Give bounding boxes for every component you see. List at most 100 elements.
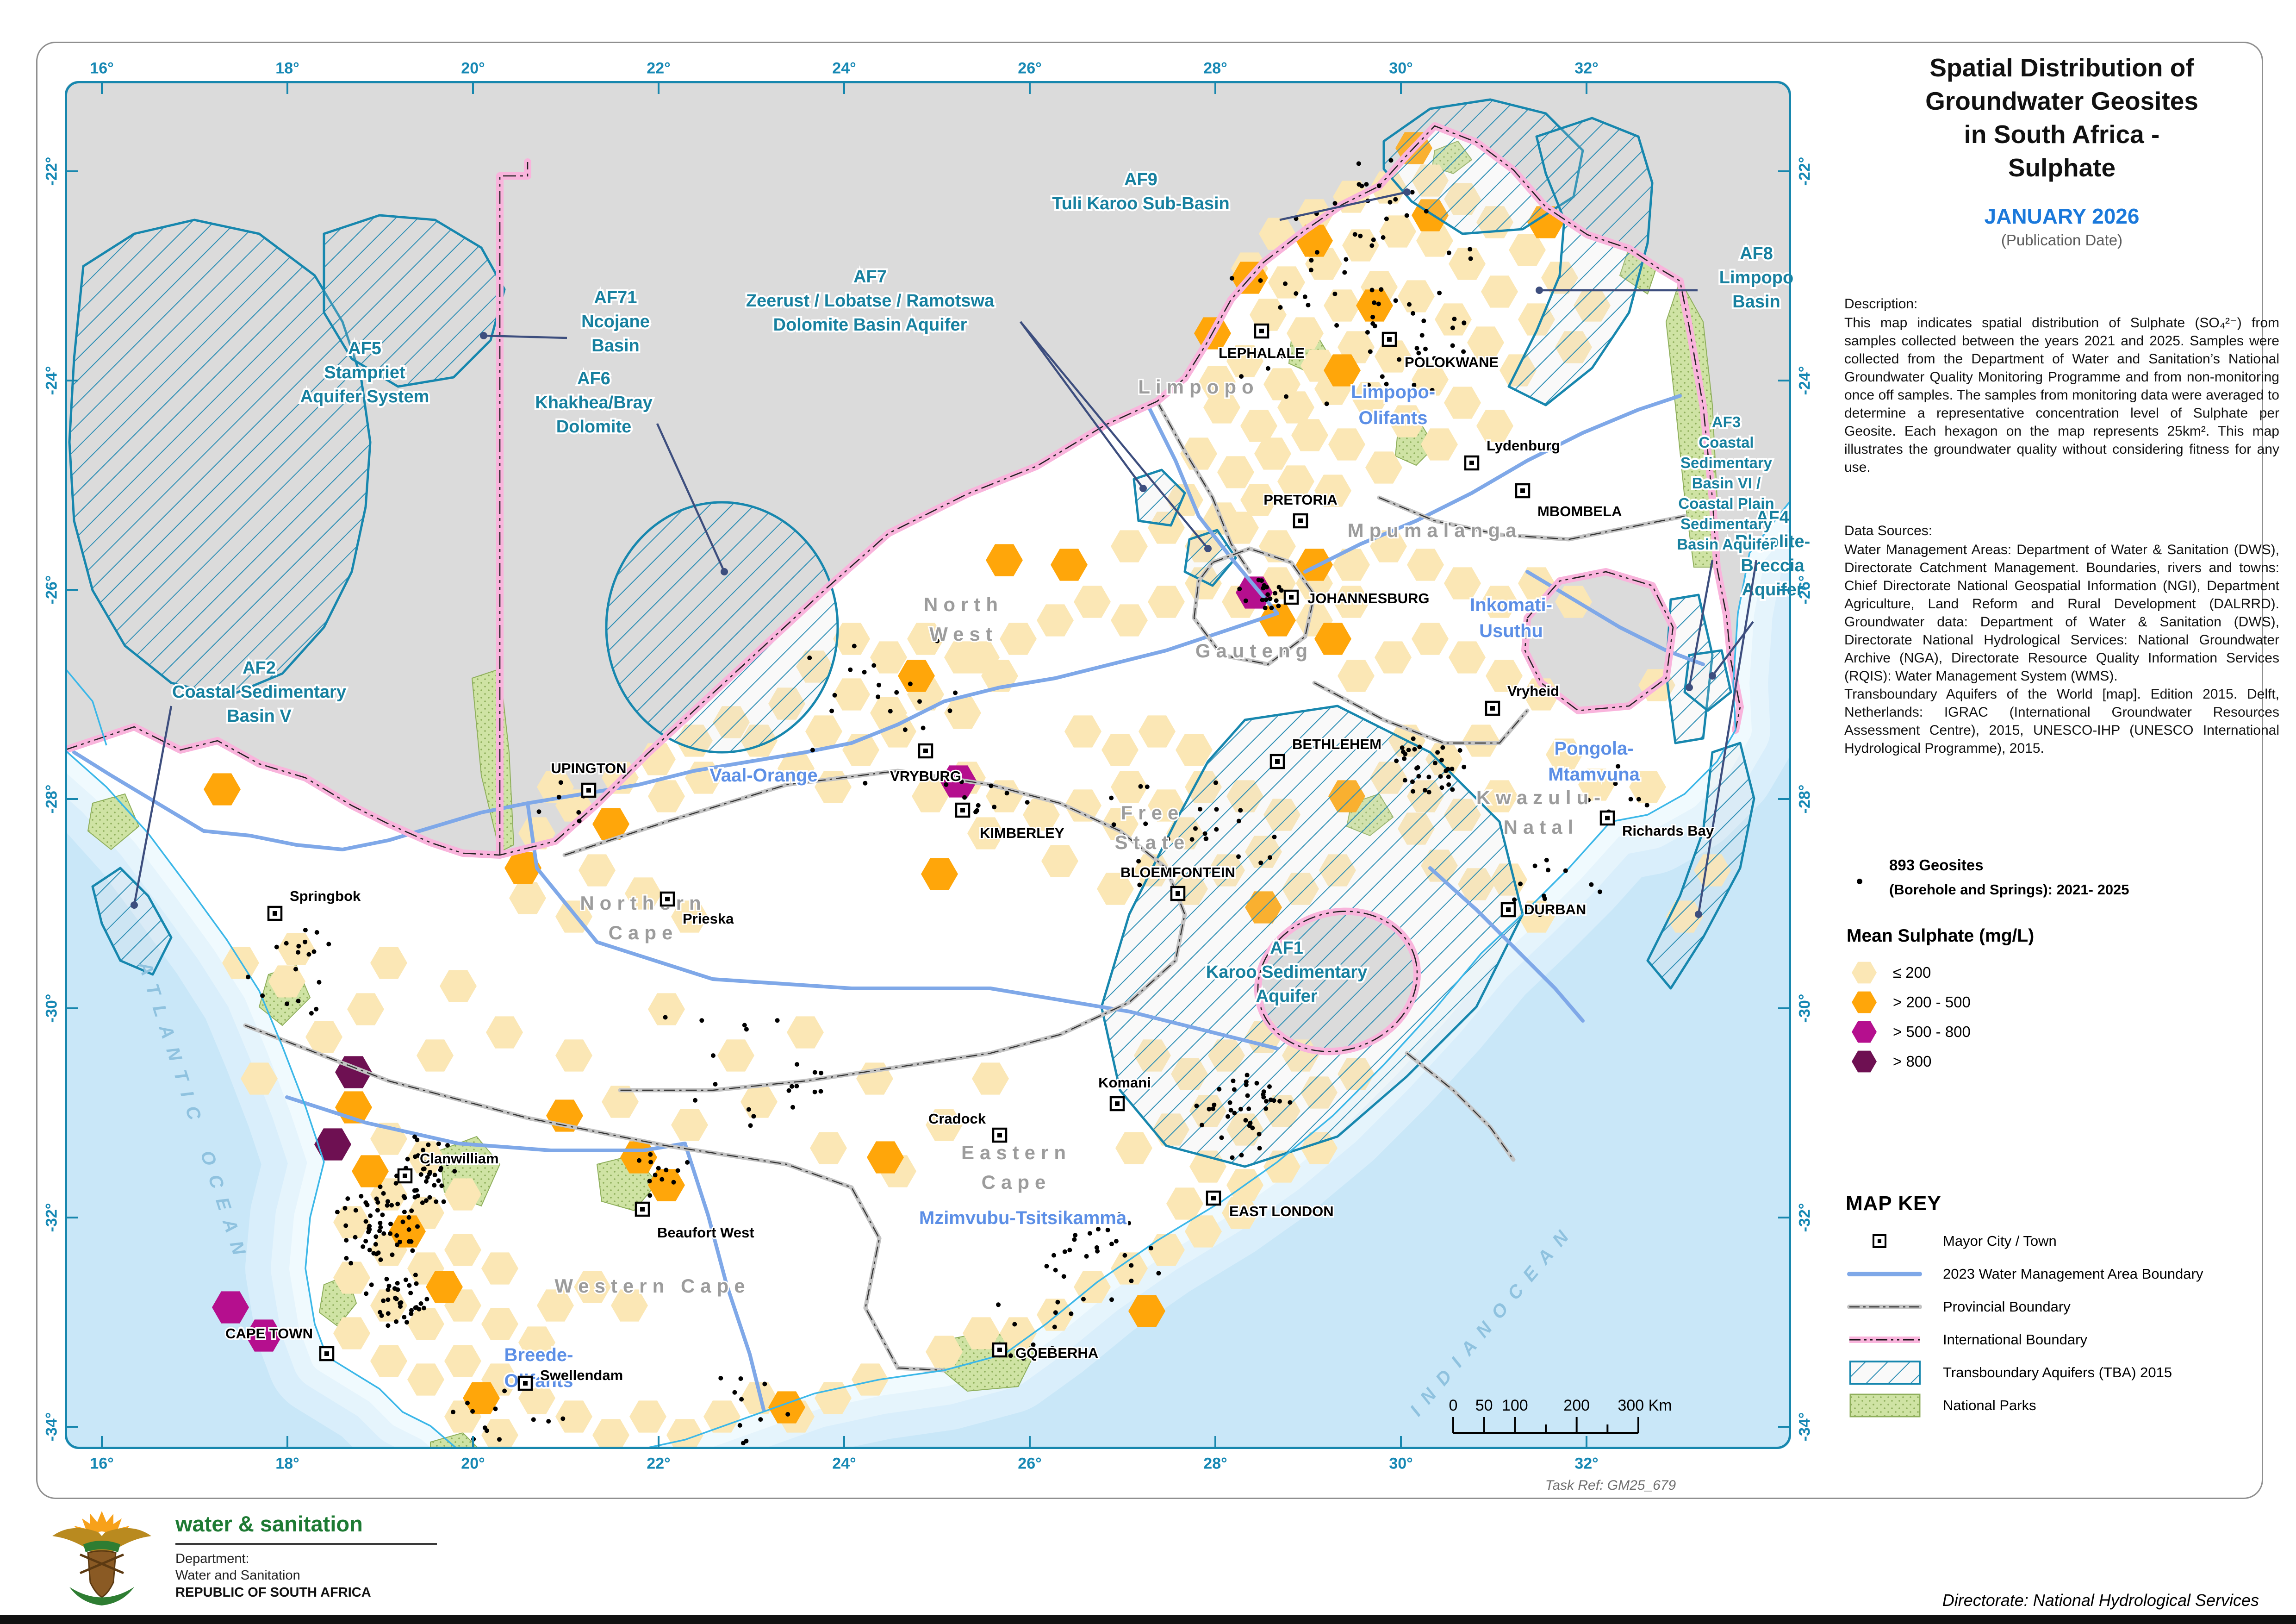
lon-label-bottom: 16° <box>90 1455 114 1473</box>
geosite-dot <box>381 1298 386 1303</box>
sulphate-hexagon-yellow <box>1375 641 1412 674</box>
tba-af2 <box>91 867 173 976</box>
geosite-dot <box>819 1070 823 1075</box>
geosite-dot <box>414 1281 419 1286</box>
geosite-dot <box>829 708 834 713</box>
geosite-dot <box>1468 256 1473 261</box>
sulphate-hexagon-orange <box>1356 289 1393 322</box>
city-marker-dot <box>1298 518 1303 523</box>
geosite-dot <box>445 1161 450 1166</box>
aquifer-label-af1: Aquifer <box>1256 987 1318 1006</box>
geosite-dot <box>1532 863 1537 868</box>
geosite-dot <box>364 1291 369 1296</box>
data-sources-body: Water Management Areas: Department of Wa… <box>1844 542 2279 756</box>
map-key-label: International Boundary <box>1943 1331 2087 1348</box>
geosite-dot <box>1394 758 1399 763</box>
city-label: Clanwilliam <box>420 1150 499 1167</box>
aquifer-leader-dot <box>1536 287 1543 294</box>
sulphate-hexagon-yellow <box>1148 586 1185 618</box>
geosite-dot <box>1114 1239 1119 1244</box>
geosite-dot <box>373 1234 379 1239</box>
geosite-dot <box>1332 291 1338 296</box>
aquifer-leader-dot <box>1695 911 1702 918</box>
geosite-dot <box>1263 1106 1269 1111</box>
geosite-dot <box>748 1123 753 1128</box>
logo-rule <box>175 1543 437 1545</box>
geosite-dot <box>790 1105 795 1110</box>
geosite-dot <box>1279 588 1284 593</box>
geosite-dot <box>1145 784 1150 789</box>
geosite-dot <box>1381 235 1386 240</box>
geosite-dot <box>378 1310 383 1315</box>
lon-label-top: 28° <box>1203 59 1227 77</box>
geosite-dot <box>398 1300 404 1305</box>
province-label: Free <box>1121 802 1184 824</box>
sulphate-hexagon-yellow <box>1148 1234 1185 1266</box>
city-marker-dot <box>923 749 928 753</box>
map-key-heading: MAP KEY <box>1846 1192 1941 1215</box>
geosite-dot <box>1426 790 1431 795</box>
geosite-dot <box>1177 838 1182 843</box>
geosite-dot <box>1230 1155 1235 1160</box>
geosite-dot <box>306 952 311 957</box>
geosite-dot <box>1288 1100 1293 1105</box>
geosite-dot <box>1384 216 1389 221</box>
sulphate-class-row: > 800 <box>1847 1047 2263 1076</box>
city-label: BLOEMFONTEIN <box>1120 864 1235 881</box>
geosite-dot <box>353 1235 358 1240</box>
sulphate-hexagon-yellow <box>1296 199 1333 231</box>
geosite-dot <box>386 1323 391 1328</box>
geosite-dot <box>863 781 868 786</box>
geosite-dot <box>746 1107 751 1112</box>
map-key-icon-cell <box>1846 1326 1943 1354</box>
geosite-dot <box>848 667 853 672</box>
geosite-dot <box>996 1302 1001 1307</box>
geosite-dot <box>385 1203 390 1208</box>
sulphate-hexagon-yellow <box>537 1289 574 1322</box>
geosite-dot <box>1586 798 1591 803</box>
geosite-dot <box>409 1208 414 1213</box>
geosite-dot <box>1366 382 1371 387</box>
sulphate-hexagon-yellow <box>972 1062 1009 1095</box>
geosite-dot <box>862 669 867 675</box>
wma-label: Olifants <box>504 1371 573 1391</box>
map-title-line2: Groundwater Geosites <box>1925 87 2198 115</box>
sulphate-hexagon-yellow <box>648 780 685 812</box>
city-label: LEPHALALE <box>1219 345 1305 361</box>
sulphate-hexagon-yellow <box>555 1400 592 1433</box>
geosite-dot <box>1109 1242 1114 1247</box>
sulphate-hexagon-yellow <box>703 1400 740 1433</box>
sulphate-hexagon-yellow <box>625 877 662 910</box>
sulphate-hexagon-yellow <box>1277 465 1314 498</box>
geosite-dot <box>921 725 926 731</box>
geosite-dot <box>409 1311 414 1316</box>
geosite-dot <box>1364 394 1369 400</box>
city-marker-dot <box>324 1351 329 1356</box>
geosite-dot <box>422 1166 427 1171</box>
sulphate-hexagon-yellow <box>717 1039 754 1072</box>
geosite-dot <box>1237 587 1242 592</box>
sulphate-class-row: ≤ 200 <box>1847 958 2263 987</box>
geosite-dot <box>1512 897 1517 902</box>
geosite-dot <box>1214 827 1219 832</box>
geosite-dot <box>1069 1311 1074 1316</box>
geosite-dot <box>1053 1268 1058 1273</box>
geosite-dot <box>363 1200 368 1205</box>
geosite-dot <box>412 1134 417 1139</box>
geosite-dot <box>1446 250 1451 256</box>
city-marker-dot <box>960 808 965 812</box>
geosite-dot <box>1061 1274 1066 1279</box>
city-marker-dot <box>665 897 670 901</box>
sulphate-hexagon-yellow <box>1370 530 1407 562</box>
geosite-dot <box>1239 374 1244 379</box>
sulphate-hexagon-yellow <box>1115 1132 1152 1164</box>
geosite-dot <box>1193 826 1198 831</box>
outer-frame <box>36 42 2263 1499</box>
geosite-dot <box>343 1223 348 1228</box>
geosite-dot <box>1404 213 1409 218</box>
sulphate-hexagon-yellow <box>1176 734 1213 766</box>
geosite-dot <box>402 1209 407 1214</box>
geosite-dot <box>405 1156 410 1162</box>
geosite-dot <box>1238 1106 1243 1112</box>
geosite-dot <box>451 1410 455 1415</box>
